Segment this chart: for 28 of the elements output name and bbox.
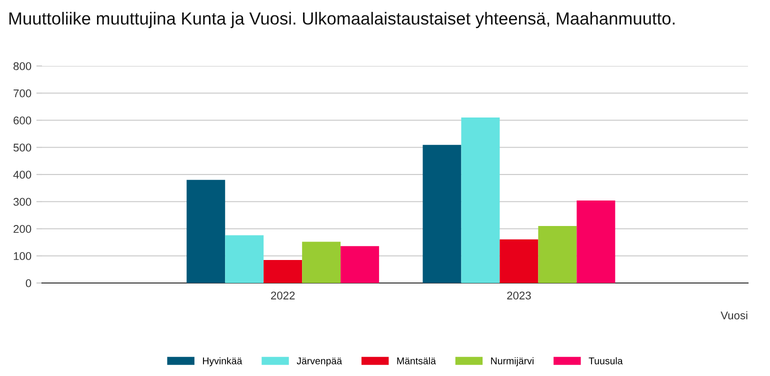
legend-label: Järvenpää [296,358,342,366]
bar [538,226,577,283]
y-tick-label: 0 [26,279,32,288]
y-tick-label: 100 [14,252,32,260]
x-tick-label: 2023 [507,292,531,300]
bar [186,180,226,283]
legend-label: Mäntsälä [397,357,436,364]
bar [302,242,341,283]
y-tick-label: 200 [14,225,32,233]
y-tick-label: 800 [14,62,32,70]
legend-label: Nurmijärvi [491,357,534,366]
y-tick-label: 600 [14,116,32,124]
x-axis-title: Vuosi [720,311,748,320]
bar [576,200,616,283]
bar [340,246,380,283]
bar [264,260,302,283]
x-tick-label: 2022 [271,292,295,300]
bar [500,239,538,283]
legend-label: Hyvinkää [203,357,242,366]
legend-label: Tuusula [588,357,623,364]
bar [225,235,264,283]
y-tick-label: 300 [13,198,32,206]
y-tick-label: 500 [13,144,32,152]
chart-title: Muuttoliike muuttujina Kunta ja Vuosi. Ulkomaalaistaustaiset yhteensä, Maahanmuutto. [9,12,675,28]
bar [422,144,462,283]
y-tick-label: 400 [13,170,32,179]
y-tick-label: 700 [14,89,32,98]
bar [461,118,500,283]
